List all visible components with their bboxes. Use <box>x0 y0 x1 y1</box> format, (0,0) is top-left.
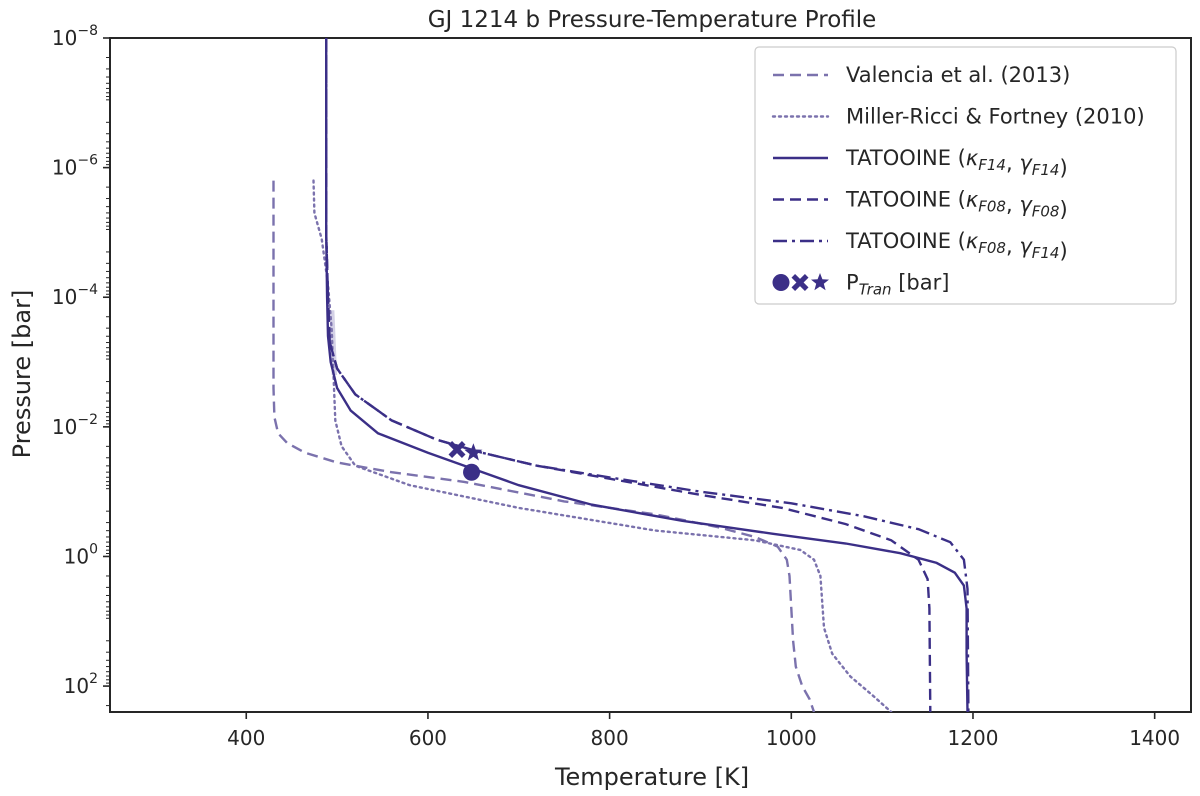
legend-label-f08f08: TATOOINE (κF08, γF08) <box>845 188 1068 222</box>
x-tick-label: 400 <box>227 726 265 750</box>
y-tick-label: 100 <box>64 541 98 568</box>
legend-marker-x <box>791 274 809 291</box>
chart-title: GJ 1214 b Pressure-Temperature Profile <box>428 7 877 33</box>
legend-marker-star <box>811 273 829 291</box>
plot-area: 400 600 800 1000 1200 1400 10−8 10−6 10−4 10−2 100… <box>52 23 1192 750</box>
series-line-miller-ricci <box>312 179 893 712</box>
x-tick-label: 1400 <box>1129 726 1180 750</box>
uncertainty-band <box>329 310 338 375</box>
x-tick-label: 1200 <box>948 726 999 750</box>
ptran-marker-x <box>448 441 466 459</box>
ptran-marker-circle <box>463 463 481 481</box>
x-tick-label: 600 <box>409 726 447 750</box>
legend-label-f14f14: TATOOINE (κF14, γF14) <box>845 146 1068 180</box>
y-axis-label: Pressure [bar] <box>8 290 36 459</box>
legend-label-miller-ricci: Miller-Ricci & Fortney (2010) <box>846 105 1145 129</box>
y-tick-label: 10−6 <box>52 153 98 180</box>
legend-frame <box>754 46 1177 305</box>
series-line-f08f14 <box>325 38 970 712</box>
x-tick-label: 800 <box>591 726 629 750</box>
legend-marker-circle <box>772 274 790 291</box>
y-tick-label: 102 <box>64 671 98 698</box>
y-tick-label: 10−8 <box>52 23 98 50</box>
legend: Valencia et al. (2013) Miller-Ricci & For… <box>754 46 1177 305</box>
x-axis-label: Temperature [K] <box>554 763 749 791</box>
series-line-f08f08 <box>325 38 932 712</box>
plot-frame <box>109 37 1192 713</box>
y-tick-label: 10−4 <box>52 282 98 309</box>
ptran-marker-star <box>464 443 483 461</box>
y-tick-label: 10−2 <box>52 412 98 439</box>
x-tick-label: 1000 <box>766 726 817 750</box>
series-line-f14f14 <box>325 38 969 712</box>
series-line-valencia <box>272 180 816 712</box>
legend-label-f08f14: TATOOINE (κF08, γF14) <box>845 229 1068 263</box>
legend-label-ptran: PTran [bar] <box>846 271 949 299</box>
legend-label-valencia: Valencia et al. (2013) <box>846 63 1070 87</box>
